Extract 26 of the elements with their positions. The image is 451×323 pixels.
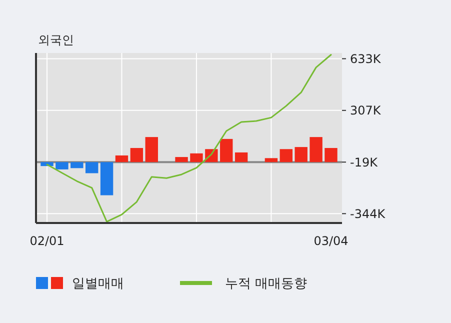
line-series [46,54,332,222]
x-tick-label: 02/01 [30,234,64,248]
bar [264,158,278,162]
bar [294,147,308,162]
bar [85,162,98,174]
bar [310,137,322,162]
bar [175,157,188,162]
y-tick-label: 633K [350,52,382,66]
bar [70,162,84,168]
bar [234,152,248,162]
bar [220,138,233,162]
chart-title: 외국인 [38,33,74,47]
y-tick-label: -19K [350,155,379,170]
legend-label: 누적 매매동향 [225,276,308,292]
y-tick-label: 307K [350,104,382,118]
bar [100,162,114,196]
bar [145,137,158,162]
y-tick-label: -344K [350,206,386,221]
bar [56,162,68,170]
bar [130,148,144,162]
bar [190,153,203,162]
legend-label: 일별매매 [72,276,124,292]
bar [280,149,293,162]
bar [115,155,128,162]
bar [324,148,338,162]
x-tick-label: 03/04 [314,234,348,248]
